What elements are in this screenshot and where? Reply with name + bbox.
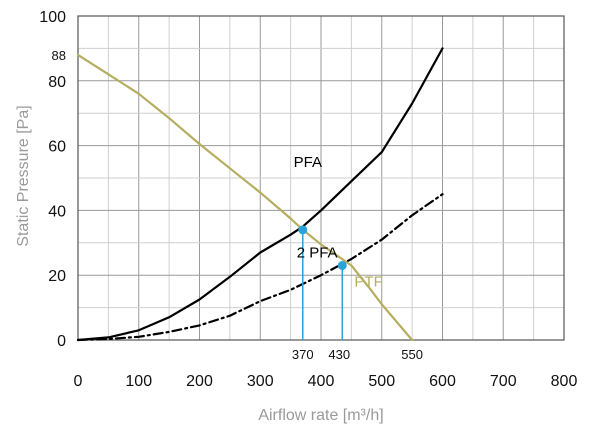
series-pfa-line xyxy=(76,47,444,342)
y-tick-label: 100 xyxy=(39,9,66,26)
series-2-pfa-label: 2 PFA xyxy=(297,245,338,262)
series-2-pfa-line xyxy=(76,193,444,342)
x-tick-label: 100 xyxy=(125,373,152,390)
x-tick-label: 400 xyxy=(308,373,335,390)
x-tick-label: 800 xyxy=(551,373,578,390)
y-tick-label: 20 xyxy=(48,268,66,285)
curves xyxy=(76,47,444,342)
grid xyxy=(77,15,565,341)
y-tick-label: 80 xyxy=(48,74,66,91)
y-axis-label: Static Pressure [Pa] xyxy=(15,105,32,246)
x-tick-label: 700 xyxy=(490,373,517,390)
x-tick-label: 500 xyxy=(368,373,395,390)
x-tick-label: 300 xyxy=(247,373,274,390)
operating-point xyxy=(337,260,347,270)
operating-points xyxy=(298,225,347,270)
x-mark-label: 430 xyxy=(328,347,350,362)
y-tick-label: 40 xyxy=(48,203,66,220)
tick-labels: 0 100 200 300 400 500 600 700 800 0 20 40 60 80 100 88 3… xyxy=(39,9,577,390)
x-tick-label: 600 xyxy=(429,373,456,390)
series-pfa-label: PFA xyxy=(294,154,322,171)
y-mark-label: 88 xyxy=(52,48,66,63)
x-tick-label: 0 xyxy=(74,373,83,390)
y-tick-label: 0 xyxy=(57,333,66,350)
x-tick-label: 200 xyxy=(186,373,213,390)
series-labels: PFA 2 PFA PTF xyxy=(294,154,383,291)
x-axis-label: Airflow rate [m³/h] xyxy=(258,407,383,424)
x-mark-label: 370 xyxy=(292,347,314,362)
plot-frame xyxy=(77,15,565,341)
y-tick-label: 60 xyxy=(48,139,66,156)
operating-point-guides xyxy=(302,229,344,340)
series-ptf-label: PTF xyxy=(354,274,382,291)
operating-point xyxy=(298,225,308,235)
x-mark-label: 550 xyxy=(401,347,423,362)
series-ptf-line xyxy=(76,53,414,342)
